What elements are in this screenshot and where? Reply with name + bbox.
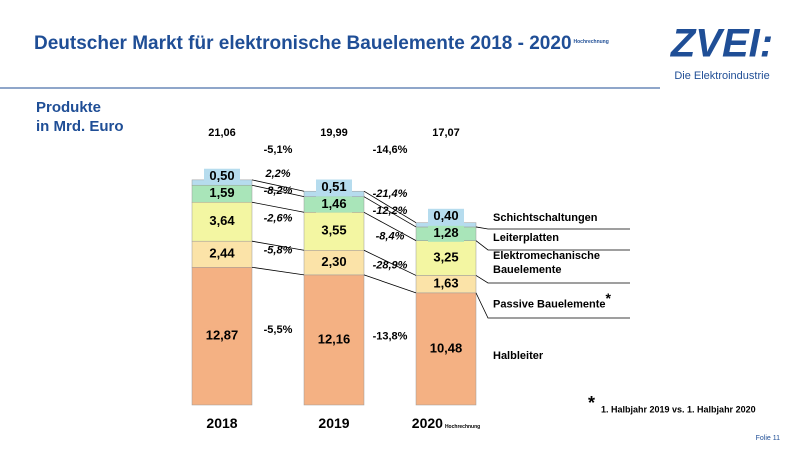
legend-text: Passive Bauelemente <box>493 298 606 311</box>
category: 2020 <box>412 415 443 431</box>
category: 2018 <box>206 415 237 431</box>
connector <box>363 190 417 224</box>
value-label: 1,63 <box>433 276 458 291</box>
value-label: 2,44 <box>209 246 235 261</box>
legend-label: Passive Bauelemente* <box>493 291 633 312</box>
legend-label: Schichtschaltungen <box>493 211 633 225</box>
value-label-bg <box>428 208 464 225</box>
value-label: 12,87 <box>206 328 239 343</box>
logo-tagline: Die Elektroindustrie <box>674 70 769 82</box>
connector <box>363 196 417 228</box>
legend-text: Leiterplatten <box>493 232 560 244</box>
value-label-bg <box>428 340 464 357</box>
x-tick-label: 2018 <box>206 415 237 431</box>
logo: ZVEI: <box>670 22 773 66</box>
change-label: -5,5% <box>264 324 293 336</box>
category: 2019 <box>318 415 349 431</box>
legend-note: * <box>605 290 611 306</box>
connector <box>251 179 305 192</box>
change-label: -2,6% <box>264 212 293 224</box>
legend-label: Halbleiter <box>493 349 633 363</box>
value-label: 3,55 <box>321 223 346 238</box>
x-tick-label: 2020 Hochrechnung <box>412 415 480 431</box>
value-label-bg <box>204 185 240 202</box>
value-label: 1,59 <box>209 185 234 200</box>
value-label-bg <box>316 331 352 348</box>
value-label: 1,28 <box>433 225 458 240</box>
title: Deutscher Markt für elektronische Bauele… <box>34 33 609 54</box>
value-label-bg <box>316 196 352 213</box>
value-label: 2,30 <box>321 254 346 269</box>
footnote: 1. Halbjahr 2019 vs. 1. Halbjahr 2020 <box>601 404 756 414</box>
value-label-bg <box>428 276 464 293</box>
legend-label: Elektromechanische Bauelemente <box>493 249 633 277</box>
connector <box>251 201 305 213</box>
change-label: 2,2% <box>264 168 290 180</box>
legend-label: Leiterplatten <box>493 231 633 245</box>
total-change-label: -14,6% <box>373 144 408 156</box>
value-label: 0,51 <box>321 179 346 194</box>
value-label: 0,40 <box>433 208 458 223</box>
subtitle: Produkte <box>36 99 101 116</box>
connector <box>251 184 305 198</box>
footnote-marker: * <box>588 393 595 413</box>
change-label: -12,2% <box>373 205 408 217</box>
legend-leader <box>475 226 630 230</box>
legend-leader <box>475 240 630 251</box>
legend-leader <box>475 292 630 319</box>
total-label: 19,99 <box>320 127 348 139</box>
value-label: 3,25 <box>433 249 458 264</box>
change-label: -28,9% <box>373 259 408 271</box>
legend-text: Elektromechanische Bauelemente <box>493 250 600 276</box>
total-label: 21,06 <box>208 127 236 139</box>
value-label: 12,16 <box>318 331 351 346</box>
subtitle: in Mrd. Euro <box>36 118 124 135</box>
connector <box>363 249 417 276</box>
value-label: 1,46 <box>321 196 346 211</box>
value-label-bg <box>204 168 240 185</box>
value-label-bg <box>428 250 464 267</box>
value-label-bg <box>204 328 240 345</box>
legend-text: Halbleiter <box>493 350 544 362</box>
value-label-bg <box>316 223 352 240</box>
change-label: -8,2% <box>264 185 293 197</box>
value-label-bg <box>204 246 240 263</box>
x-tick-label: 2019 <box>318 415 349 431</box>
value-label: 0,50 <box>209 168 234 183</box>
value-label-bg <box>316 179 352 196</box>
title-text: Deutscher Markt für elektronische Bauele… <box>34 33 572 54</box>
value-label: 3,64 <box>209 213 235 228</box>
connector <box>251 240 305 251</box>
connector <box>363 211 417 241</box>
value-label-bg <box>316 254 352 271</box>
value-label-bg <box>204 213 240 230</box>
category-note: Hochrechnung <box>445 424 480 430</box>
value-label-bg <box>428 225 464 242</box>
total-change-label: -5,1% <box>264 144 293 156</box>
connector <box>251 266 305 276</box>
title-note: Hochrechnung <box>574 39 609 45</box>
slide-number: Folie 11 <box>756 435 780 442</box>
change-label: -13,8% <box>373 330 408 342</box>
change-label: -21,4% <box>373 188 408 200</box>
legend-text: Schichtschaltungen <box>493 212 598 224</box>
total-label: 17,07 <box>432 127 460 139</box>
change-label: -5,8% <box>264 244 293 256</box>
connector <box>363 274 417 294</box>
value-label: 10,48 <box>430 340 463 355</box>
change-label: -8,4% <box>376 231 405 243</box>
legend-leader <box>475 275 630 284</box>
